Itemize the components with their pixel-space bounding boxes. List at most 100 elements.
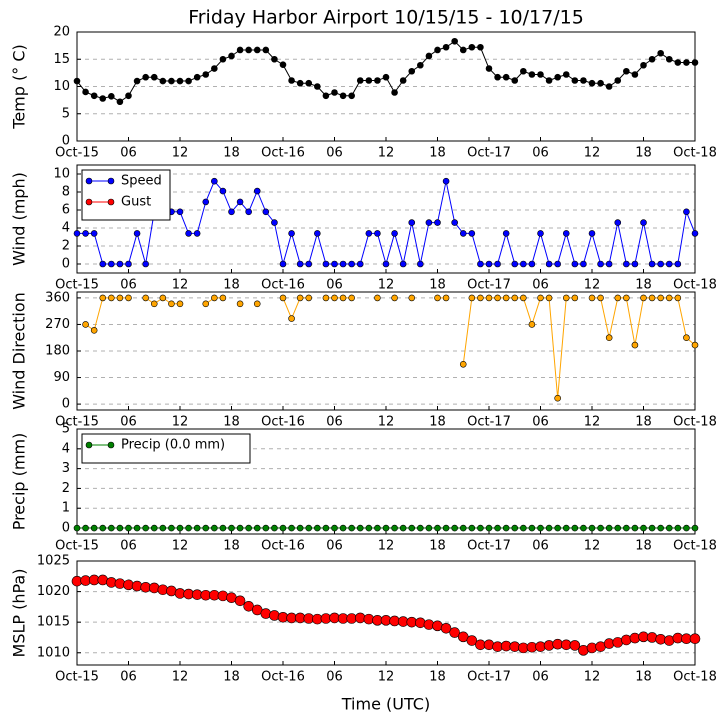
data-point bbox=[605, 260, 613, 268]
x-tick-label: 18 bbox=[635, 670, 652, 685]
data-point bbox=[90, 230, 98, 237]
data-point bbox=[657, 260, 664, 268]
data-point bbox=[485, 524, 493, 532]
x-tick-label: 18 bbox=[223, 670, 240, 685]
legend-marker bbox=[107, 441, 115, 449]
data-point bbox=[588, 230, 596, 237]
x-tick-label: 12 bbox=[172, 539, 189, 554]
data-point bbox=[588, 79, 596, 87]
y-tick-label: 8 bbox=[62, 185, 70, 200]
legend-marker bbox=[85, 198, 93, 206]
data-point bbox=[99, 95, 107, 102]
data-point bbox=[356, 260, 364, 268]
data-point bbox=[485, 65, 493, 72]
data-point bbox=[262, 46, 270, 54]
y-tick-label: 5 bbox=[62, 422, 70, 437]
y-axis-label: Temp (° C) bbox=[10, 44, 29, 129]
data-point bbox=[159, 77, 167, 85]
y-tick-label: 270 bbox=[45, 317, 70, 332]
data-point bbox=[253, 300, 261, 308]
data-point bbox=[554, 524, 561, 532]
data-point bbox=[185, 524, 192, 532]
plot-frame bbox=[76, 560, 696, 666]
data-point bbox=[262, 208, 270, 216]
data-point bbox=[271, 524, 278, 532]
x-tick-label: 06 bbox=[532, 670, 549, 685]
data-point bbox=[442, 524, 450, 532]
y-tick-label: 1 bbox=[62, 501, 70, 516]
data-point bbox=[614, 77, 622, 84]
data-point bbox=[683, 59, 690, 66]
data-point bbox=[689, 633, 701, 644]
data-point bbox=[296, 524, 304, 532]
x-tick-label: Oct-18 bbox=[673, 146, 717, 161]
data-point bbox=[554, 394, 561, 402]
data-point bbox=[399, 260, 407, 268]
data-point bbox=[520, 524, 527, 532]
x-tick-label: 18 bbox=[429, 415, 446, 430]
data-point bbox=[202, 300, 210, 308]
y-tick-label: 15 bbox=[53, 52, 70, 67]
data-point bbox=[116, 260, 124, 268]
y-tick-label: 3 bbox=[62, 461, 70, 476]
data-point bbox=[219, 294, 227, 302]
data-point bbox=[657, 524, 664, 532]
data-point bbox=[269, 610, 280, 621]
x-tick-label: 12 bbox=[172, 670, 189, 685]
data-point bbox=[477, 524, 484, 532]
data-point bbox=[621, 634, 632, 646]
data-point bbox=[537, 230, 544, 237]
x-tick-label: 12 bbox=[584, 670, 601, 685]
data-point bbox=[322, 294, 330, 302]
data-point bbox=[260, 608, 272, 619]
y-tick-label: 20 bbox=[53, 25, 70, 40]
data-point bbox=[415, 617, 426, 629]
data-point bbox=[511, 294, 519, 302]
data-point bbox=[339, 260, 347, 268]
data-point bbox=[356, 524, 364, 532]
data-point bbox=[168, 77, 175, 85]
data-point bbox=[296, 79, 304, 87]
x-tick-label: 12 bbox=[378, 670, 395, 685]
data-point bbox=[468, 43, 476, 51]
data-point bbox=[459, 360, 467, 368]
data-point bbox=[228, 52, 235, 60]
x-tick-label: 18 bbox=[635, 415, 652, 430]
data-point bbox=[459, 230, 467, 237]
data-point bbox=[528, 524, 536, 532]
data-point bbox=[234, 595, 246, 607]
y-axis-label: MSLP (hPa) bbox=[10, 569, 29, 658]
data-point bbox=[545, 77, 553, 84]
data-point bbox=[202, 71, 210, 78]
data-point bbox=[442, 294, 450, 302]
data-point bbox=[185, 230, 192, 237]
data-point bbox=[245, 46, 252, 54]
y-tick-label: 2 bbox=[62, 239, 70, 254]
data-point bbox=[399, 524, 407, 532]
data-point bbox=[483, 639, 495, 651]
data-point bbox=[116, 294, 124, 302]
data-point bbox=[545, 260, 553, 268]
y-tick-label: 2 bbox=[62, 481, 70, 496]
data-point bbox=[485, 260, 493, 268]
data-point bbox=[640, 524, 647, 532]
data-point bbox=[288, 230, 295, 237]
data-point bbox=[168, 524, 175, 532]
series-line bbox=[462, 297, 575, 399]
data-point bbox=[142, 294, 149, 302]
legend-label: Precip (0.0 mm) bbox=[121, 438, 225, 453]
data-point bbox=[322, 524, 330, 532]
x-tick-label: 18 bbox=[223, 539, 240, 554]
data-point bbox=[150, 524, 158, 532]
data-point bbox=[148, 582, 160, 594]
data-point bbox=[562, 294, 570, 302]
data-point bbox=[399, 77, 407, 84]
x-tick-label: 12 bbox=[584, 415, 601, 430]
data-point bbox=[193, 230, 201, 237]
data-point bbox=[211, 294, 218, 302]
data-point bbox=[322, 260, 330, 268]
data-point bbox=[125, 92, 132, 100]
data-point bbox=[331, 524, 338, 532]
x-tick-label: Oct-17 bbox=[467, 415, 511, 430]
data-point bbox=[228, 524, 235, 532]
